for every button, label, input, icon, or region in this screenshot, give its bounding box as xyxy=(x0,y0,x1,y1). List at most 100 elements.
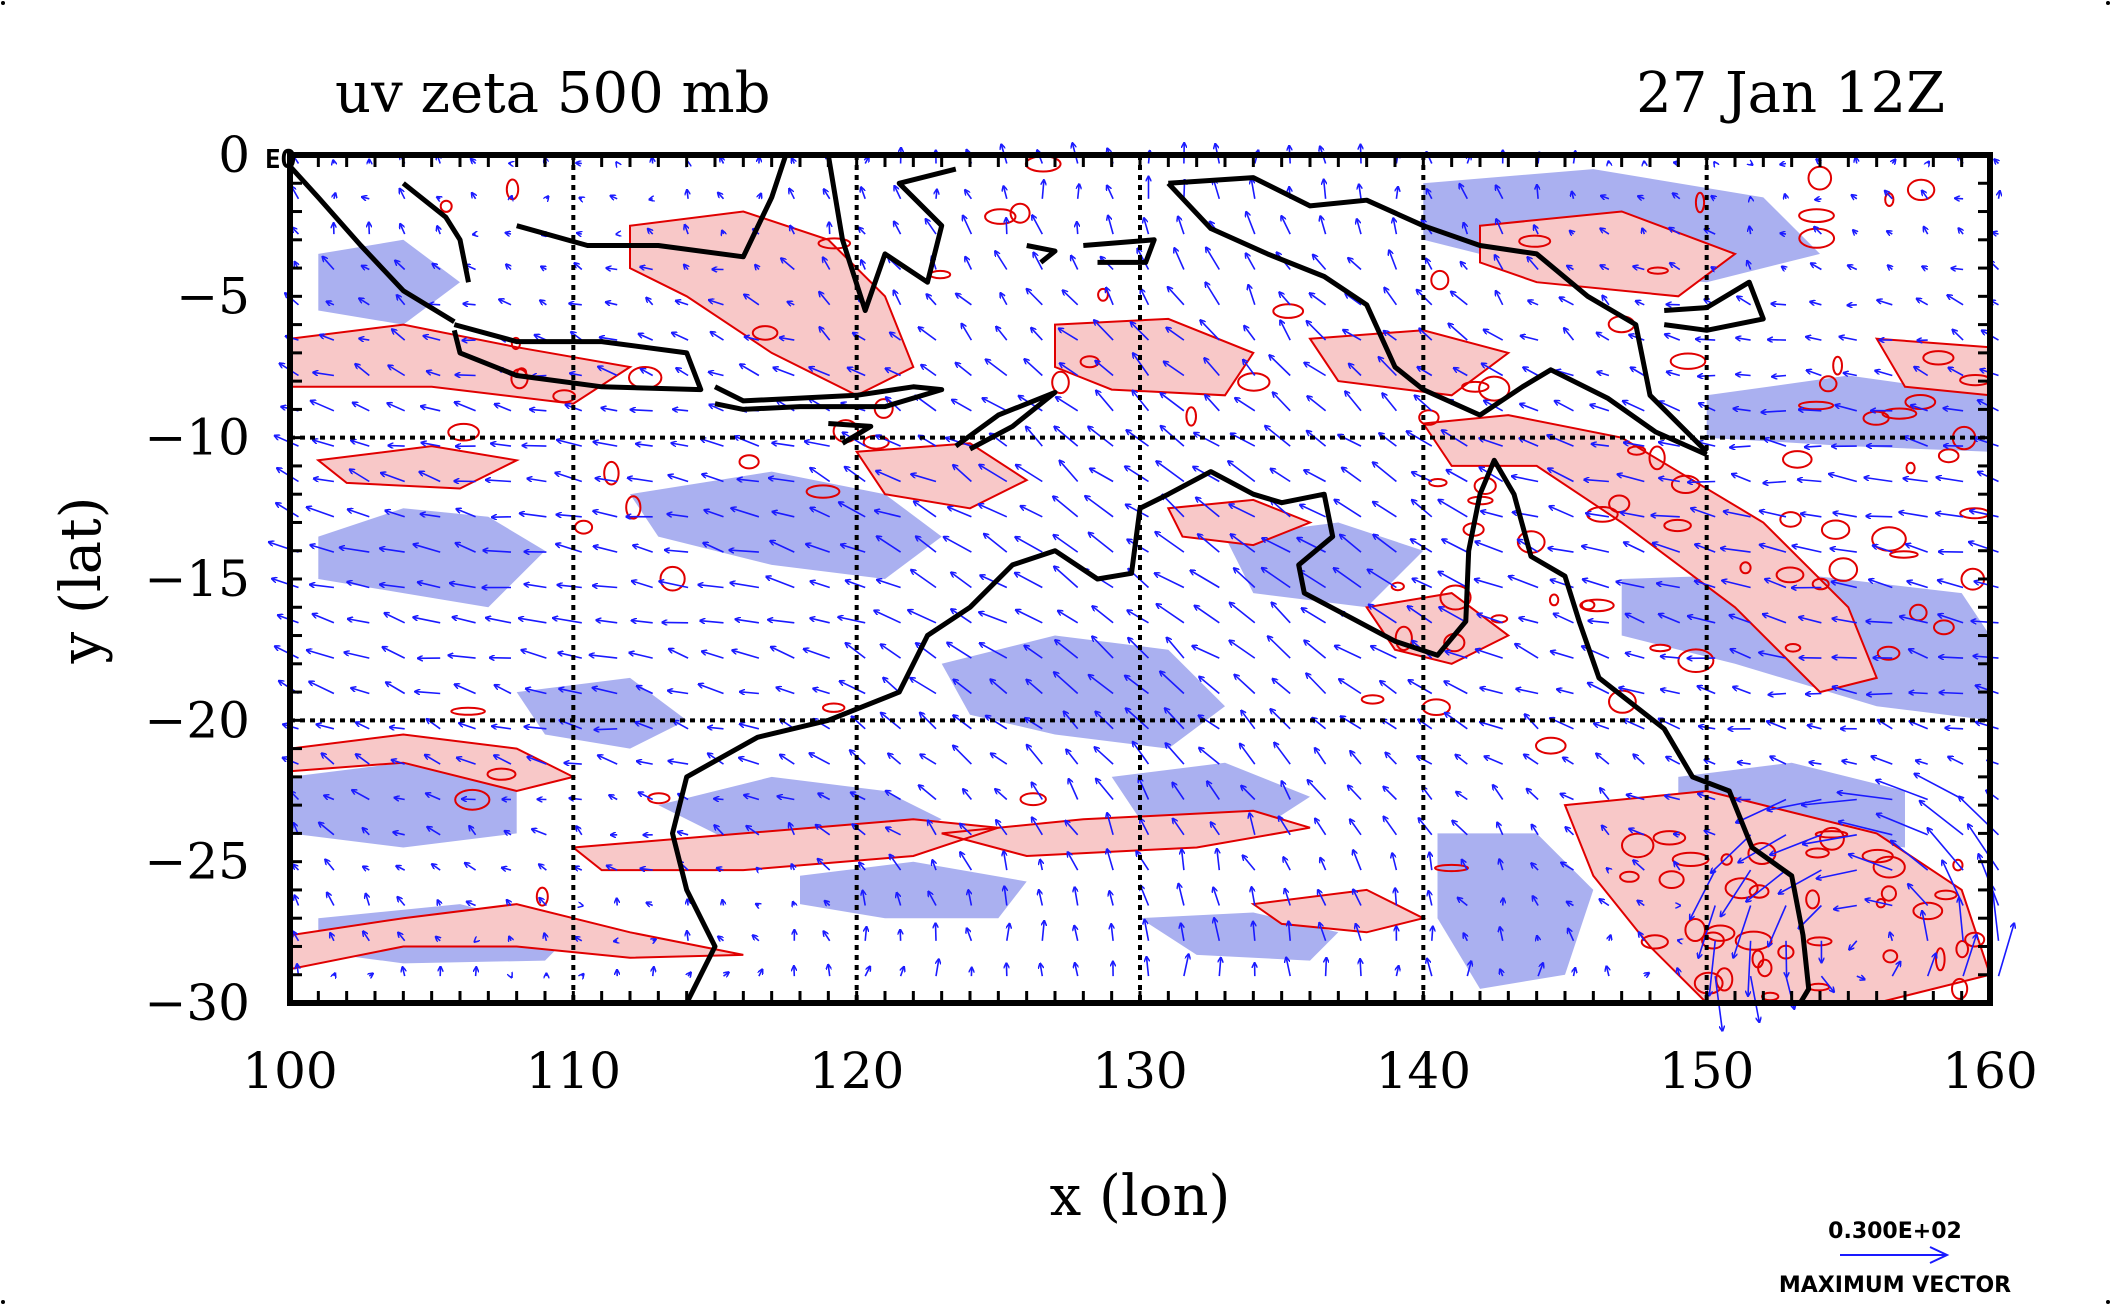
wind-vector xyxy=(746,826,760,836)
wind-vector xyxy=(1594,724,1610,730)
wind-vector xyxy=(475,941,476,942)
wind-vector xyxy=(986,716,1008,730)
wind-vector xyxy=(293,932,300,942)
wind-vector xyxy=(1350,751,1362,765)
wind-vector xyxy=(1241,711,1256,730)
wind-vector xyxy=(1384,331,1397,341)
wind-vector xyxy=(1749,975,1760,1022)
wind-vector xyxy=(616,162,617,163)
wind-vector xyxy=(1810,302,1822,305)
wind-vector xyxy=(1666,757,1681,765)
wind-vector xyxy=(1638,196,1645,199)
wind-vector xyxy=(598,367,618,377)
wind-vector xyxy=(393,832,405,835)
wind-vector xyxy=(593,688,618,695)
wind-vector xyxy=(555,473,583,483)
wind-vector xyxy=(895,186,902,200)
wind-vector xyxy=(334,193,336,200)
wind-vector xyxy=(499,299,512,306)
wind-vector xyxy=(1600,265,1610,271)
wind-vector xyxy=(1032,818,1043,836)
wind-vector xyxy=(894,291,902,306)
wind-vector xyxy=(1281,216,1291,235)
wind-vector xyxy=(1054,535,1079,553)
wind-vector xyxy=(717,868,724,870)
wind-vector xyxy=(1144,218,1150,235)
vorticity-contour-cell xyxy=(1185,406,1197,427)
wind-vector xyxy=(325,860,335,871)
wind-vector xyxy=(774,368,795,377)
wind-vector xyxy=(1155,532,1185,553)
wind-vector xyxy=(1090,469,1114,483)
wind-vector xyxy=(919,327,937,341)
wind-vector xyxy=(427,719,441,730)
wind-vector xyxy=(1760,511,1787,518)
wind-vector xyxy=(1307,431,1327,447)
vorticity-contour-cell xyxy=(1646,266,1669,275)
wind-vector xyxy=(953,465,972,483)
wind-vector xyxy=(309,682,335,695)
wind-vector xyxy=(575,263,583,271)
wind-vector xyxy=(928,821,937,836)
wind-vector xyxy=(1974,438,1999,447)
wind-vector xyxy=(1368,570,1397,589)
wind-vector xyxy=(1021,506,1043,518)
wind-vector xyxy=(1195,606,1220,624)
positive-vorticity-contours xyxy=(290,155,1990,1003)
wind-vector xyxy=(1478,614,1503,624)
wind-vector xyxy=(771,647,795,659)
vorticity-contour-cell xyxy=(1832,355,1843,376)
wind-vector xyxy=(1524,755,1539,765)
wind-vector xyxy=(1427,189,1433,200)
wind-vector xyxy=(1426,259,1433,270)
wind-vector xyxy=(1516,689,1539,695)
vorticity-contour-cell xyxy=(1861,848,1894,864)
vorticity-contour-cell xyxy=(1933,619,1955,636)
wind-vector xyxy=(1639,932,1645,942)
wind-vector xyxy=(952,400,972,412)
wind-vector xyxy=(1054,567,1079,589)
wind-vector xyxy=(639,792,654,801)
wind-vector xyxy=(789,189,796,200)
wind-vector xyxy=(1809,762,1822,764)
y-tick-label: −20 xyxy=(144,691,250,749)
wind-vector xyxy=(1780,233,1787,234)
wind-vector xyxy=(313,614,335,624)
wind-vector xyxy=(1133,391,1150,412)
wind-vector xyxy=(1173,819,1185,836)
wind-vector xyxy=(1136,852,1150,871)
wind-vector xyxy=(1768,340,1787,341)
vorticity-contour-cell xyxy=(505,178,520,201)
wind-vector xyxy=(659,581,689,589)
wind-vector xyxy=(1523,367,1539,377)
vorticity-contour-cell xyxy=(439,199,453,213)
wind-vector xyxy=(507,900,511,906)
wind-vector xyxy=(1228,461,1256,483)
wind-vector xyxy=(1560,298,1574,306)
wind-vector xyxy=(1439,607,1468,624)
wind-vector xyxy=(1340,535,1362,553)
wind-vector xyxy=(437,197,440,199)
wind-vector xyxy=(385,511,405,518)
wind-vector xyxy=(1570,231,1574,234)
wind-vector xyxy=(369,223,370,235)
wind-vector xyxy=(1922,911,1929,941)
wind-vector xyxy=(1350,819,1362,836)
wind-vector xyxy=(525,727,547,729)
wind-vector xyxy=(1714,162,1715,163)
wind-vector xyxy=(1302,608,1327,624)
wind-vector xyxy=(1318,890,1327,906)
wind-vector xyxy=(1384,817,1398,836)
vorticity-contour-cell xyxy=(1652,830,1687,846)
wind-vector xyxy=(1106,288,1114,306)
wind-vector xyxy=(593,586,618,588)
wind-vector xyxy=(456,375,476,376)
wind-vector xyxy=(1674,834,1680,835)
wind-vector xyxy=(1584,480,1609,482)
wind-vector xyxy=(1160,672,1185,695)
wind-vector xyxy=(1904,437,1928,447)
wind-vector xyxy=(960,824,972,836)
wind-vector xyxy=(1419,329,1433,341)
wind-vector xyxy=(398,897,406,907)
wind-vector xyxy=(1032,215,1044,235)
